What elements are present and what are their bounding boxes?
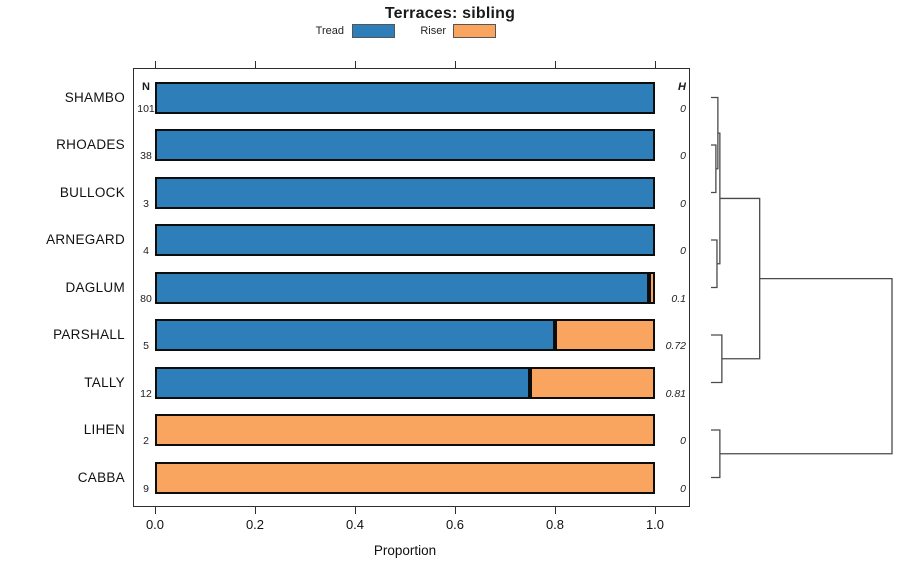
n-value: 2	[143, 435, 149, 447]
legend-label-riser: Riser	[420, 25, 446, 37]
category-label: PARSHALL	[53, 327, 125, 342]
bottom-tick	[655, 507, 656, 514]
bar-segment-tread	[155, 319, 555, 351]
n-value: 9	[143, 482, 149, 495]
x-tick-label: 0.6	[445, 517, 465, 532]
h-value: 0.81	[665, 387, 686, 400]
dendrogram-branch	[711, 334, 723, 384]
bar-segment-riser	[555, 319, 655, 351]
n-value: 101	[137, 102, 155, 115]
h-value: 0.72	[665, 340, 686, 352]
stacked-bar	[155, 81, 655, 114]
stacked-bar	[155, 319, 655, 351]
category-label: ARNEGARD	[46, 232, 125, 247]
stacked-bar	[155, 129, 655, 161]
bar-segment-riser	[155, 414, 655, 446]
bar-segment-tread	[155, 176, 655, 209]
category-label: TALLY	[84, 374, 125, 390]
x-axis-title: Proportion	[373, 543, 437, 558]
x-tick-label: 1.0	[645, 517, 665, 532]
bar-segment-riser	[155, 461, 655, 494]
bottom-tick	[355, 507, 356, 514]
category-label: BULLOCK	[59, 184, 125, 200]
legend-swatch-riser	[453, 24, 496, 38]
top-tick	[255, 61, 256, 68]
stacked-bar	[155, 176, 655, 209]
bar-segment-tread	[155, 271, 649, 304]
dendrogram-branch	[711, 239, 718, 289]
top-tick	[155, 61, 156, 68]
legend-swatch-tread	[352, 24, 395, 38]
stacked-bar	[155, 414, 655, 446]
bar-segment-tread	[155, 366, 530, 399]
bar-segment-tread	[155, 81, 655, 114]
dendrogram-branch	[711, 429, 721, 479]
h-value: 0	[680, 482, 686, 495]
chart-title: Terraces: sibling	[384, 5, 516, 22]
legend-label-tread: Tread	[315, 25, 344, 37]
top-tick	[655, 61, 656, 68]
top-tick	[555, 61, 556, 68]
x-tick-label: 0.8	[545, 517, 565, 532]
dendrogram-branch	[711, 96, 719, 170]
category-label: SHAMBO	[64, 89, 125, 105]
stacked-bar	[155, 271, 655, 304]
h-value: 0	[680, 435, 686, 447]
n-value: 5	[143, 340, 149, 352]
category-label: CABBA	[77, 469, 125, 485]
top-tick	[455, 61, 456, 68]
stacked-bar	[155, 224, 655, 256]
n-column-header: N	[142, 81, 150, 93]
bar-segment-tread	[155, 224, 655, 256]
h-value: 0	[680, 150, 686, 162]
x-tick-label: 0.4	[345, 517, 365, 532]
n-value: 3	[143, 197, 149, 210]
h-column-header: H	[678, 81, 686, 93]
n-value: 4	[143, 245, 149, 257]
category-label: LIHEN	[83, 422, 125, 437]
n-value: 12	[140, 387, 152, 400]
x-tick-label: 0.2	[245, 517, 265, 532]
h-value: 0	[680, 197, 686, 210]
x-tick-label: 0.0	[145, 517, 165, 532]
bar-segment-riser	[648, 271, 655, 304]
bottom-tick	[455, 507, 456, 514]
bottom-tick	[255, 507, 256, 514]
bottom-tick	[155, 507, 156, 514]
category-label: DAGLUM	[65, 279, 125, 295]
n-value: 38	[140, 150, 152, 162]
stacked-bar	[155, 461, 655, 494]
dendrogram-branch	[711, 144, 717, 194]
bar-segment-tread	[155, 129, 655, 161]
h-value: 0.1	[671, 292, 686, 305]
bar-segment-riser	[530, 366, 655, 399]
h-value: 0	[680, 245, 686, 257]
h-value: 0	[680, 102, 686, 115]
category-label: RHOADES	[56, 137, 125, 152]
dendrogram-branch	[719, 277, 893, 455]
stacked-bar	[155, 366, 655, 399]
n-value: 80	[140, 292, 152, 305]
top-tick	[355, 61, 356, 68]
dendrogram-branch	[719, 197, 761, 360]
bottom-tick	[555, 507, 556, 514]
